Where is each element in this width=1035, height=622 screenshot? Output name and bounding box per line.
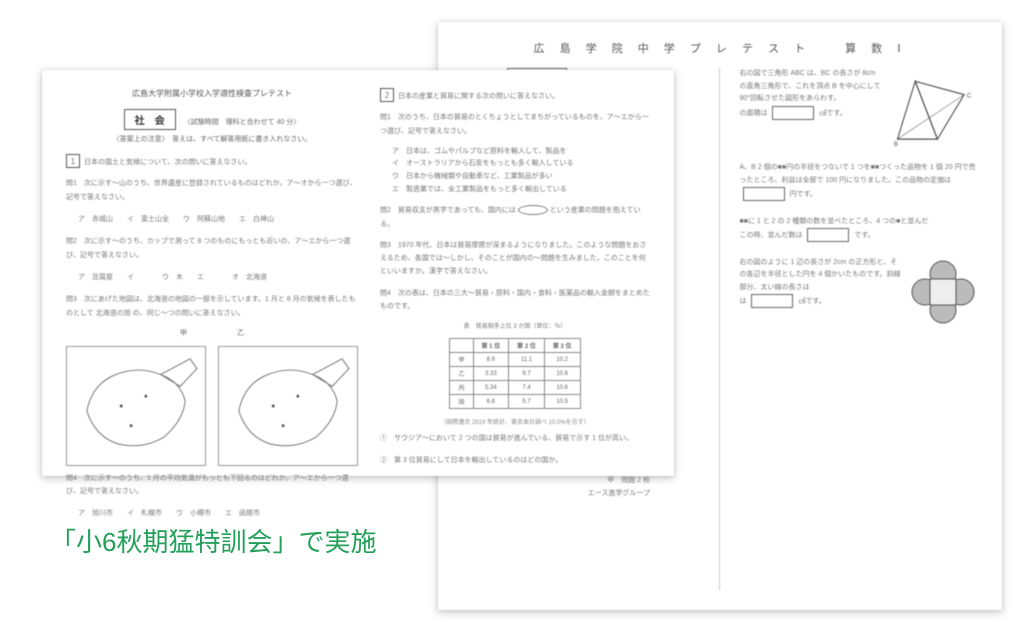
social-columns: 広島大学附属小学校入学適性検査プレテスト 社 会 〈試験時間 理科と合わせて 4… [66, 88, 650, 458]
table-caption: 表 貿易相手上位 3 か国（単位：％） [380, 321, 650, 330]
math-prob: 右の図のように 1 辺の長さが 2cm の正方形と、その各辺を半径とした円を 4… [740, 257, 979, 327]
math-header: 広 島 学 院 中 学 プ レ テ ス ト 算 数 Ⅰ [462, 40, 978, 56]
q1-choices2: ア 豆腐屋 イ ウ 木 エ オ 北海道 [66, 270, 358, 285]
caption-text: 「小6秋期猛特訓会」で実施 [50, 522, 376, 559]
q2-sub1: 問1 次のうち、日本の貿易のとくちょうとしてまちがっているものを、ア～エから一つ… [380, 111, 650, 138]
hokkaido-map-left [66, 346, 206, 466]
q1-sub3: 問3 次にあげた地図は、北海道の地図の一部を示しています。1 月と 8 月の気候… [66, 293, 358, 320]
social-header: 広島大学附属小学校入学適性検査プレテスト [66, 88, 358, 99]
paper-footer: 甲 問題 2 枚 エース進学グループ [380, 475, 650, 500]
social-right-col: 2日本の産業と貿易に関する次の問いに答えなさい。 問1 次のうち、日本の貿易のと… [380, 88, 650, 458]
q1-choices1: ア 赤城山 イ 富士山全 ウ 阿蘇山地 エ 白神山 [66, 212, 358, 227]
q1-choices4: ア 旭川市 イ 札幌市 ウ 小樽市 エ 函館市 [66, 506, 358, 521]
q2-sub3: 問3 1970 年代、日本は貿易摩擦が深まるようになりました。このような問題をお… [380, 239, 650, 279]
math-prob: ■■に 1 と 2 の 2 種類の数を並べたところ、4 つの■と並んだこの時、並… [740, 216, 979, 243]
q2-sub2: 問2 貿易収支が黒字であっても、国内には という産業の問題を抱えている。 [380, 204, 650, 231]
q1-lead: 1日本の国土と気候について、次の問いに答えなさい。 [66, 154, 358, 169]
q1-sub2: 問2 次に示す～のうち、カップで測って 8 つのものにもっとも近いの、ア～エから… [66, 235, 358, 262]
q1-sub1: 問1 次に示す～山のうち、世界遺産に登録されているものはどれか。ア～オから一つ選… [66, 177, 358, 204]
svg-text:C: C [967, 92, 972, 99]
social-left-col: 広島大学附属小学校入学適性検査プレテスト 社 会 〈試験時間 理科と合わせて 4… [66, 88, 358, 458]
map-pair [66, 346, 358, 466]
q2-bullets: ア 日本は、ゴムやパルプなど原料を輸入して、製品を イ オーストラリアから石炭を… [380, 146, 650, 196]
trade-table: 第 1 位 第 2 位 第 3 位 甲8.911.110.2 乙3.339.71… [449, 338, 580, 409]
table-note: （国際連合 2019 年統計、東京本社調べ 10.0%を示す） [380, 417, 650, 426]
q1-sub4: 問4 次に示す～のうち、1 月の平均気温がもっとも下回るのはどれか。ア～エから一… [66, 472, 358, 499]
math-prob: B C 右の図で三角形 ABC は、BC の長さが 8cm の直角三角形で、これ… [740, 68, 979, 148]
flower-diagram [908, 257, 978, 327]
svg-text:B: B [894, 141, 898, 148]
math-prob: A、B 2 個の■■円の半径をつないで 1 つを■■つくった品物を 1 個 20… [740, 162, 979, 202]
hokkaido-map-right [218, 346, 358, 466]
instruction: 〈答案上の注意〉 答えは、すべて解答用紙に書き入れなさい。 [66, 134, 358, 144]
q2-lead: 2日本の産業と貿易に関する次の問いに答えなさい。 [380, 88, 650, 103]
math-right-col: B C 右の図で三角形 ABC は、BC の長さが 8cm の直角三角形で、これ… [740, 68, 979, 590]
q2-subB: ② 第 3 位貿易にして日本を輸出しているのはどの国か。 [380, 454, 650, 467]
q2-subA: ① サウジア～において 2 つの国は貿易が進んでいる、貿易で示す 1 位が高い。 [380, 432, 650, 445]
triangle-diagram: B C [888, 68, 978, 148]
subject-title: 社 会 [124, 109, 176, 130]
q2-sub4: 問4 次の表は、日本の三大～貿易・原料・国内・食料・医薬品の輸入金額をまとめたも… [380, 287, 650, 314]
social-test-paper: 広島大学附属小学校入学適性検査プレテスト 社 会 〈試験時間 理科と合わせて 4… [42, 70, 674, 476]
